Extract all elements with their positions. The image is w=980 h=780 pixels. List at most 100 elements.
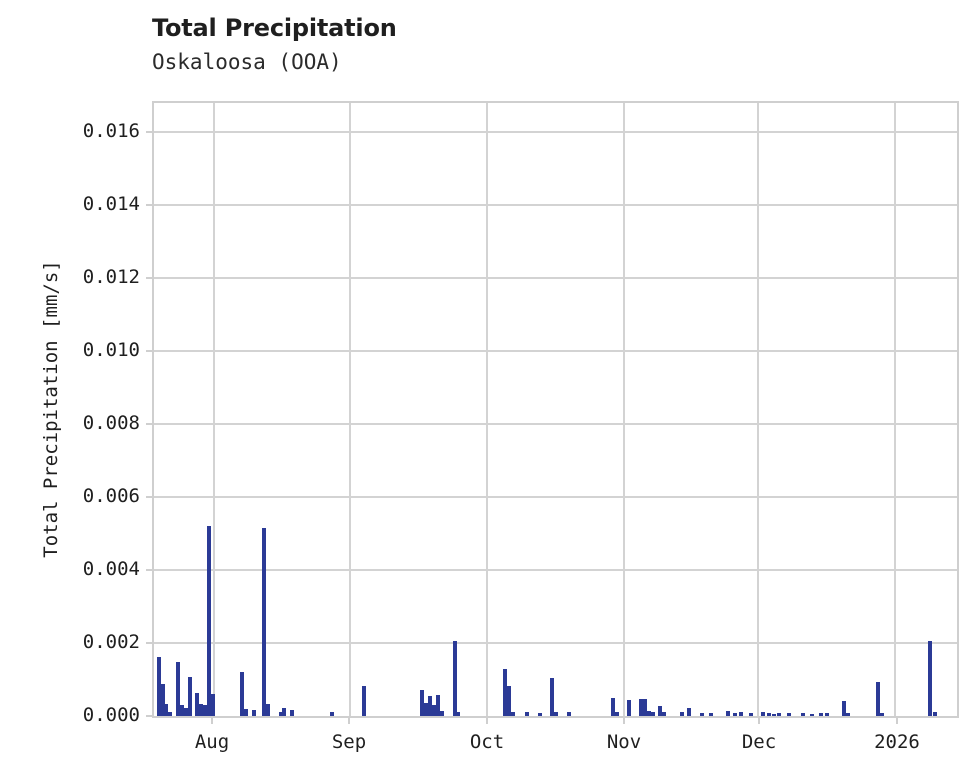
bar <box>646 710 651 716</box>
gridline-horizontal <box>154 496 957 499</box>
bar <box>680 711 685 716</box>
y-tick-mark <box>146 715 152 717</box>
bar <box>279 711 284 716</box>
x-tick-label: Aug <box>194 731 230 753</box>
bar <box>160 683 165 716</box>
gridline-horizontal <box>154 131 957 134</box>
bar <box>709 713 714 716</box>
bar <box>206 526 211 716</box>
bar <box>183 707 188 716</box>
y-tick-mark <box>146 277 152 280</box>
y-tick-label: 0.008 <box>82 412 140 435</box>
bar <box>818 713 823 716</box>
x-tick-label: Sep <box>331 731 367 753</box>
gridline-horizontal <box>154 350 957 353</box>
bar <box>361 685 366 716</box>
bar <box>749 713 754 716</box>
bar <box>503 669 508 716</box>
gridline-vertical <box>894 103 897 716</box>
bar <box>638 699 643 716</box>
gridline-vertical <box>756 103 759 716</box>
bar <box>439 710 444 716</box>
bar <box>786 713 791 716</box>
plot-area <box>152 101 959 718</box>
bar <box>566 712 571 716</box>
x-tick-label: 2026 <box>874 731 920 753</box>
bar <box>733 713 738 716</box>
gridline-vertical <box>349 103 352 716</box>
bar <box>163 703 168 716</box>
gridline-horizontal <box>154 277 957 280</box>
bar <box>525 712 530 716</box>
bar <box>928 641 933 716</box>
bar <box>427 695 432 716</box>
bar <box>419 689 424 716</box>
bar <box>687 707 692 716</box>
y-tick-mark <box>146 496 152 499</box>
chart-subtitle: Oskaloosa (OOA) <box>152 50 342 74</box>
bar <box>824 713 829 716</box>
y-tick-mark <box>146 642 152 645</box>
bar <box>435 694 440 716</box>
bar <box>290 710 295 716</box>
bar <box>726 710 731 716</box>
y-tick-label: 0.014 <box>82 193 140 216</box>
bar <box>642 698 647 716</box>
x-tick-mark <box>211 718 213 724</box>
bar <box>156 656 161 716</box>
bar <box>610 697 615 716</box>
bar <box>845 713 850 716</box>
bar <box>553 711 558 716</box>
bar <box>739 712 744 716</box>
bar <box>511 711 516 716</box>
bar <box>841 700 846 716</box>
gridline-horizontal <box>154 569 957 572</box>
bar <box>423 703 428 716</box>
gridline-vertical <box>486 103 489 716</box>
page-title: Total Precipitation <box>152 14 397 42</box>
bar <box>550 678 555 716</box>
bar <box>662 712 667 716</box>
x-tick-mark <box>348 718 350 724</box>
bar <box>431 705 436 716</box>
bar <box>771 713 776 716</box>
bar <box>243 709 248 716</box>
bar <box>187 676 192 716</box>
gridline-horizontal <box>154 204 957 207</box>
bar <box>198 704 203 716</box>
bar <box>760 712 765 716</box>
gridline-horizontal <box>154 423 957 426</box>
gridline-vertical <box>212 103 215 716</box>
bar <box>175 662 180 716</box>
bar <box>456 712 461 716</box>
bar <box>876 682 881 716</box>
y-tick-mark <box>146 204 152 207</box>
gridline-vertical <box>622 103 625 716</box>
bar <box>626 699 631 716</box>
y-tick-mark <box>146 569 152 572</box>
bar <box>330 712 335 716</box>
bar <box>167 711 172 716</box>
bar <box>809 713 814 716</box>
y-tick-label: 0.006 <box>82 485 140 508</box>
x-tick-mark <box>758 718 760 724</box>
bar <box>210 694 215 716</box>
gridline-horizontal <box>154 642 957 645</box>
y-tick-label: 0.000 <box>82 704 140 726</box>
bar <box>800 713 805 716</box>
y-tick-label: 0.016 <box>82 120 140 143</box>
bar <box>282 707 287 716</box>
bar <box>538 713 543 716</box>
bar <box>202 705 207 716</box>
y-tick-mark <box>146 350 152 353</box>
bar <box>266 704 271 716</box>
y-tick-label: 0.012 <box>82 266 140 289</box>
x-tick-mark <box>896 718 898 724</box>
bar <box>933 712 938 716</box>
x-tick-mark <box>486 718 488 724</box>
x-tick-mark <box>623 718 625 724</box>
bar <box>776 713 781 716</box>
y-tick-label: 0.004 <box>82 558 140 581</box>
y-tick-label: 0.002 <box>82 631 140 654</box>
